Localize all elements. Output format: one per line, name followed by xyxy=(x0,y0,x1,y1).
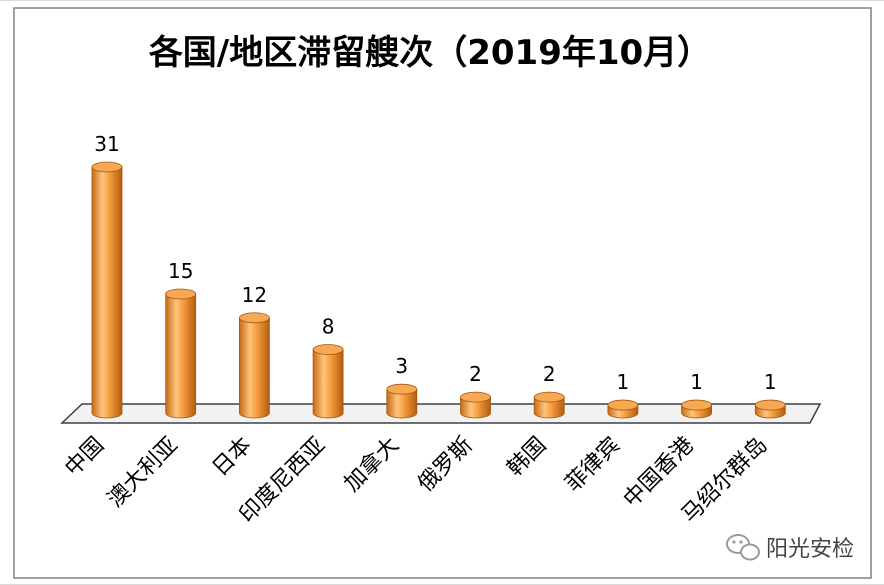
data-label: 1 xyxy=(764,370,777,394)
bar-body xyxy=(165,293,197,419)
bar-top xyxy=(386,383,418,395)
bar xyxy=(533,391,565,419)
bar-top xyxy=(754,399,786,411)
bar xyxy=(91,161,123,419)
bar xyxy=(238,312,270,419)
data-label: 3 xyxy=(395,354,408,378)
data-label: 2 xyxy=(469,362,482,386)
bar xyxy=(681,399,712,419)
bar-top xyxy=(533,391,565,403)
bar-top xyxy=(165,288,197,300)
bar-body xyxy=(91,166,123,419)
bar-body xyxy=(312,349,344,419)
watermark: 阳光安检 xyxy=(726,534,854,562)
data-label: 1 xyxy=(690,370,703,394)
bar xyxy=(165,288,197,419)
bar xyxy=(754,399,786,419)
bar xyxy=(312,344,344,419)
bars-group xyxy=(91,161,786,419)
watermark-text: 阳光安检 xyxy=(766,537,854,562)
data-label: 31 xyxy=(94,132,119,156)
bar-top xyxy=(460,391,491,403)
bar-body xyxy=(533,396,565,419)
data-labels-group: 31 15 12 8 3 2 2 1 1 1 xyxy=(94,132,776,394)
data-label: 8 xyxy=(322,315,335,339)
bar xyxy=(386,383,418,419)
bar-top xyxy=(91,161,123,173)
bar-top xyxy=(681,399,712,411)
chart-frame xyxy=(13,7,872,579)
bar-top xyxy=(607,399,639,411)
data-label: 2 xyxy=(543,362,556,386)
data-label: 15 xyxy=(168,259,193,283)
bar-body xyxy=(386,388,418,419)
bar xyxy=(460,391,491,419)
chart-title: 各国/地区滞留艘次（2019年10月） xyxy=(149,33,711,73)
wechat-icon xyxy=(726,534,760,561)
data-label: 12 xyxy=(242,283,267,307)
bar-body xyxy=(239,317,270,419)
bar xyxy=(607,399,639,419)
bar-top xyxy=(312,344,344,355)
bar-top xyxy=(238,312,270,324)
data-label: 1 xyxy=(617,370,630,394)
bar-body xyxy=(460,396,491,419)
